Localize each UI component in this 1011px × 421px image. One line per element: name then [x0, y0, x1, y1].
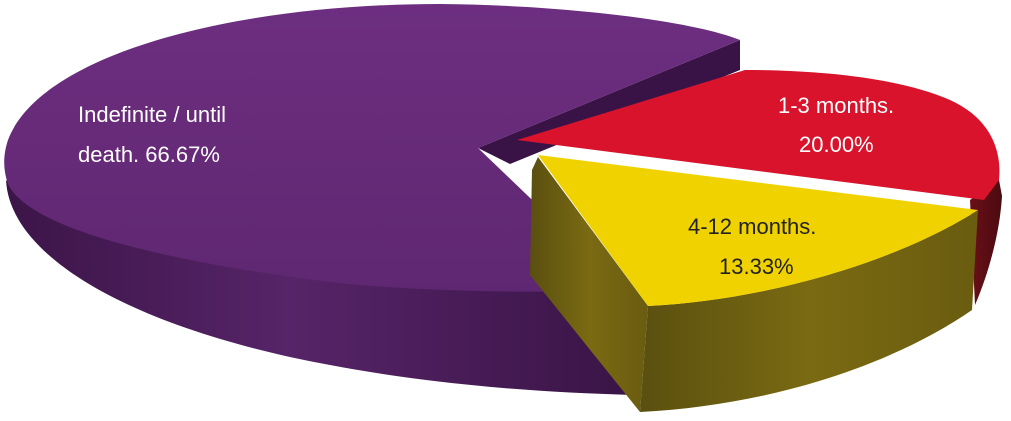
pie-label-indefinite-line2: death. 66.67%: [78, 142, 220, 167]
pie-label-1-3-months-line1: 1-3 months.: [778, 93, 894, 118]
pie-slice-indefinite-top: [4, 4, 741, 292]
pie-slice-1-3-months-side: [970, 180, 1002, 305]
pie-slice-4-12-months-side: [530, 157, 648, 412]
pie-slice-4-12-months-top: [538, 155, 978, 306]
pie-label-1-3-months-line2: 20.00%: [799, 132, 874, 157]
pie-label-4-12-months-line1: 4-12 months.: [688, 214, 816, 239]
pie-slice-4-12-months: [530, 155, 978, 412]
pie-slice-1-3-months-top: [517, 70, 1000, 200]
pie-label-indefinite: Indefinite / until death. 66.67%: [78, 102, 226, 167]
pie-label-4-12-months-line2: 13.33%: [719, 254, 794, 279]
pie-label-4-12-months: 4-12 months. 13.33%: [688, 214, 816, 279]
pie-label-1-3-months: 1-3 months. 20.00%: [778, 93, 894, 157]
pie-slice-1-3-months: [517, 70, 1002, 305]
pie-label-indefinite-line1: Indefinite / until: [78, 102, 226, 127]
pie-slice-4-12-months-side-front: [640, 210, 978, 412]
